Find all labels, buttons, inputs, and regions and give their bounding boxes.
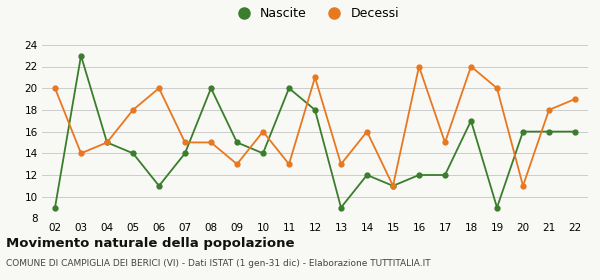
Text: Movimento naturale della popolazione: Movimento naturale della popolazione <box>6 237 295 249</box>
Legend: Nascite, Decessi: Nascite, Decessi <box>226 3 404 25</box>
Text: COMUNE DI CAMPIGLIA DEI BERICI (VI) - Dati ISTAT (1 gen-31 dic) - Elaborazione T: COMUNE DI CAMPIGLIA DEI BERICI (VI) - Da… <box>6 259 431 268</box>
